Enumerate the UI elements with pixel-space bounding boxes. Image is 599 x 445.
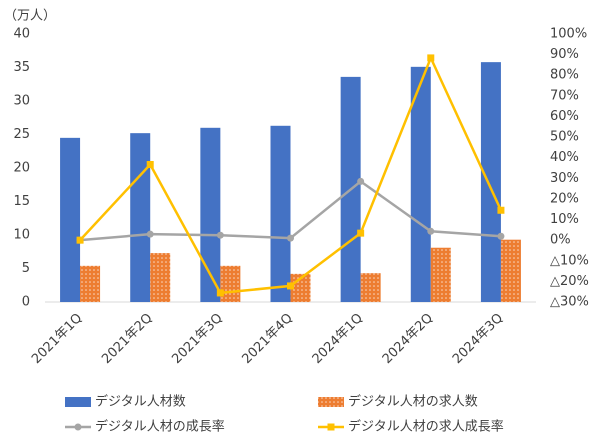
marker bbox=[216, 289, 224, 297]
bar bbox=[430, 247, 451, 302]
marker bbox=[497, 206, 505, 214]
bar bbox=[480, 62, 501, 302]
marker bbox=[146, 230, 154, 238]
marker bbox=[357, 229, 365, 237]
bar bbox=[80, 265, 101, 302]
y2-tick-label: 10% bbox=[550, 212, 579, 227]
y2-tick-label: 90% bbox=[550, 47, 579, 62]
y2-tick-label: 70% bbox=[550, 88, 579, 103]
y-tick-label: 40 bbox=[13, 27, 30, 42]
marker bbox=[427, 227, 435, 235]
y2-tick-label: △10% bbox=[550, 253, 589, 268]
legend-swatch bbox=[74, 423, 82, 431]
y2-tick-label: △30% bbox=[550, 295, 589, 310]
marker bbox=[287, 282, 294, 290]
x-tick-label: 2021年2Q bbox=[99, 311, 155, 367]
y-tick-label: 25 bbox=[13, 127, 30, 142]
legend-swatch bbox=[65, 397, 91, 407]
bar bbox=[200, 127, 221, 302]
y2-tick-label: 80% bbox=[550, 68, 579, 83]
y2-tick-label: 40% bbox=[550, 150, 579, 165]
legend-swatch bbox=[318, 397, 344, 407]
bar bbox=[270, 125, 291, 302]
x-tick-label: 2021年1Q bbox=[29, 311, 85, 367]
bar bbox=[130, 133, 151, 302]
y-tick-label: 10 bbox=[13, 228, 30, 243]
bar bbox=[150, 253, 171, 302]
y-tick-label: 15 bbox=[13, 194, 30, 209]
y-tick-label: 30 bbox=[13, 94, 30, 109]
marker bbox=[146, 160, 154, 168]
marker bbox=[287, 234, 294, 242]
bar bbox=[500, 239, 521, 302]
bar bbox=[360, 273, 381, 302]
legend-swatch bbox=[327, 423, 335, 431]
y2-tick-label: 20% bbox=[550, 191, 579, 206]
y2-tick-label: △20% bbox=[550, 274, 589, 289]
y-axis-label: （万人） bbox=[4, 9, 56, 24]
y-tick-label: 35 bbox=[13, 60, 30, 75]
bar bbox=[220, 265, 241, 302]
y2-tick-label: 100% bbox=[550, 27, 587, 42]
x-tick-label: 2021年3Q bbox=[169, 311, 225, 367]
legend-label: デジタル人材数 bbox=[95, 394, 186, 410]
x-tick-label: 2021年4Q bbox=[240, 311, 296, 367]
y2-tick-label: 60% bbox=[550, 109, 579, 124]
y2-tick-label: 30% bbox=[550, 171, 579, 186]
y2-tick-label: 0% bbox=[550, 233, 571, 248]
marker bbox=[497, 232, 505, 240]
legend-label: デジタル人材の求人成長率 bbox=[348, 419, 504, 435]
marker bbox=[357, 177, 365, 185]
x-tick-label: 2024年1Q bbox=[310, 311, 366, 367]
marker bbox=[216, 231, 224, 239]
legend-label: デジタル人材の成長率 bbox=[95, 419, 225, 435]
y-tick-label: 5 bbox=[22, 261, 30, 276]
x-tick-label: 2024年2Q bbox=[380, 311, 436, 367]
legend-label: デジタル人材の求人数 bbox=[348, 394, 478, 410]
bar bbox=[410, 66, 431, 302]
y2-tick-label: 50% bbox=[550, 130, 579, 145]
y-tick-label: 0 bbox=[22, 295, 30, 310]
x-tick-label: 2024年3Q bbox=[450, 311, 506, 367]
marker bbox=[427, 54, 435, 62]
bar bbox=[60, 137, 81, 302]
y-tick-label: 20 bbox=[13, 161, 30, 176]
marker bbox=[76, 236, 84, 244]
